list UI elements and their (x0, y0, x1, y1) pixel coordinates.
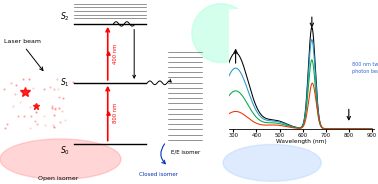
Text: $S_2$: $S_2$ (60, 10, 70, 23)
Text: Laser beam: Laser beam (4, 39, 41, 44)
Text: Closed isomer: Closed isomer (139, 172, 178, 177)
Ellipse shape (223, 144, 321, 181)
Text: Open isomer: Open isomer (39, 176, 79, 181)
X-axis label: Wavelength (nm): Wavelength (nm) (276, 139, 327, 144)
Text: 400 nm: 400 nm (113, 43, 118, 63)
Ellipse shape (192, 4, 250, 63)
Text: E/E isomer: E/E isomer (170, 150, 200, 155)
Text: $S_1$: $S_1$ (60, 77, 70, 89)
Text: $S_n$: $S_n$ (60, 0, 70, 2)
Text: 800 nm: 800 nm (113, 103, 118, 123)
Text: $S_0$: $S_0$ (60, 144, 70, 157)
Ellipse shape (0, 139, 121, 179)
FancyArrowPatch shape (161, 144, 165, 164)
Text: 800 nm two-
photon beam: 800 nm two- photon beam (352, 62, 378, 74)
